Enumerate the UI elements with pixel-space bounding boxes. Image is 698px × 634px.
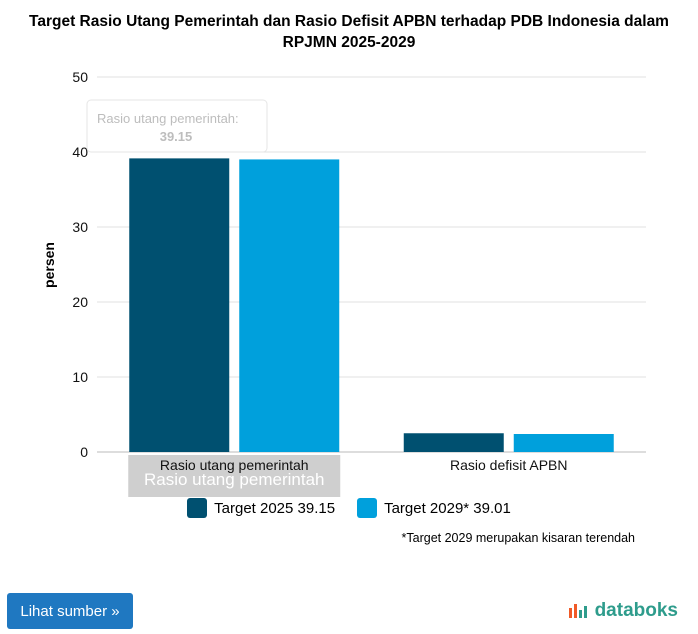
bar-target-2029[interactable] <box>513 434 614 452</box>
tooltip-label: Rasio utang pemerintah: <box>97 111 239 126</box>
legend-swatch <box>357 498 378 518</box>
bars <box>129 158 614 453</box>
y-tick-label: 50 <box>72 69 88 85</box>
view-source-button[interactable]: Lihat sumber » <box>7 593 133 629</box>
y-tick-label: 20 <box>72 294 88 310</box>
category-hover-label: Rasio utang pemerintah <box>144 470 325 489</box>
y-tick-label: 0 <box>80 444 88 460</box>
legend-item-target-2025[interactable]: Target 2025 39.15 <box>187 498 335 518</box>
x-tick-label: Rasio defisit APBN <box>450 457 568 473</box>
bar-chart: 0 10 20 30 40 50 persen Rasio utang pemerinta… <box>41 69 646 497</box>
tooltip: Rasio utang pemerintah: 39.15 <box>86 99 268 153</box>
brand-name: databoks <box>594 600 678 621</box>
bar-target-2029[interactable] <box>239 159 340 453</box>
tooltip-value: 39.15 <box>160 129 193 144</box>
y-tick-label: 30 <box>72 219 88 235</box>
legend-item-target-2029[interactable]: Target 2029* 39.01 <box>357 498 511 518</box>
y-tick-label: 10 <box>72 369 88 385</box>
legend: Target 2025 39.15 Target 2029* 39.01 <box>0 498 698 518</box>
footnote: *Target 2029 merupakan kisaran terendah <box>401 531 635 545</box>
legend-label: Target 2025 39.15 <box>214 499 336 517</box>
y-tick-label: 40 <box>72 144 88 160</box>
bar-target-2025[interactable] <box>403 433 504 452</box>
databoks-icon <box>568 604 587 618</box>
x-tick-label: Rasio utang pemerintah <box>160 457 309 473</box>
category-hover-label-bg <box>128 455 341 497</box>
databoks-logo[interactable]: databoks <box>568 600 678 622</box>
tooltip-box <box>86 99 268 153</box>
legend-label: Target 2029* 39.01 <box>384 499 511 517</box>
bar-target-2025[interactable] <box>129 158 230 452</box>
y-axis-label: persen <box>41 242 57 288</box>
chart-title: Target Rasio Utang Pemerintah dan Rasio … <box>29 13 669 51</box>
y-axis-ticks: 0 10 20 30 40 50 <box>72 69 88 460</box>
legend-swatch <box>187 498 208 518</box>
